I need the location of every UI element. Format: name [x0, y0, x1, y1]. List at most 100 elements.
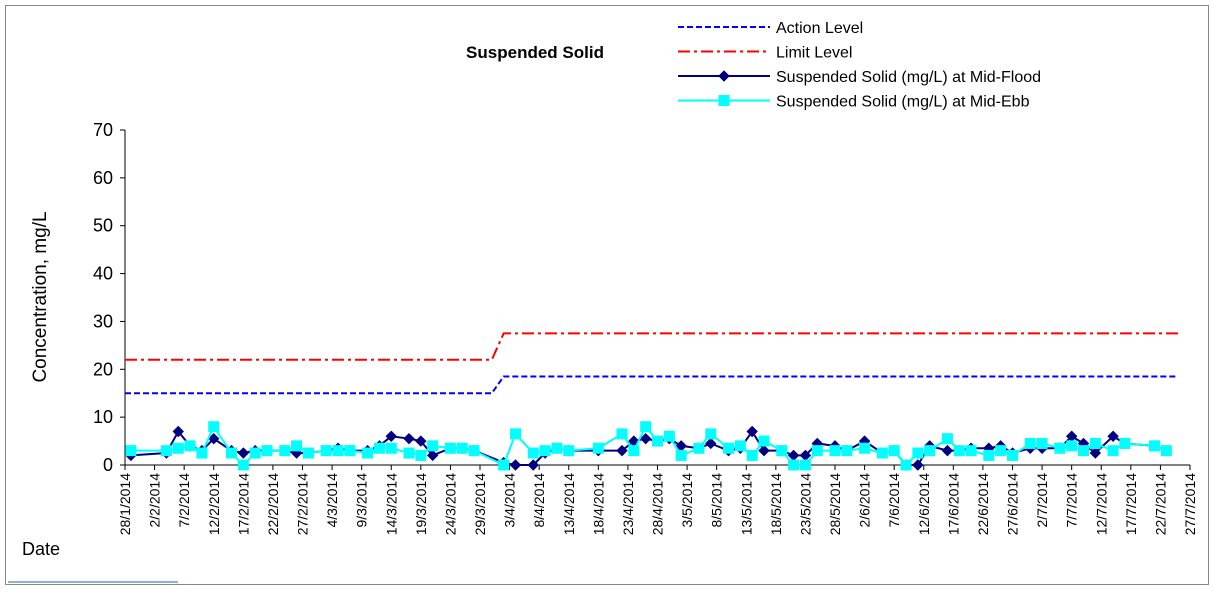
x-tick-label: 24/3/2014 — [442, 473, 458, 535]
diamond-marker — [527, 459, 539, 471]
square-marker — [1119, 437, 1131, 449]
square-marker — [332, 445, 344, 457]
x-tick-label: 28/5/2014 — [827, 473, 843, 535]
square-marker — [859, 442, 871, 454]
diamond-marker — [758, 444, 770, 457]
diamond-marker — [237, 447, 250, 459]
square-marker — [983, 449, 995, 461]
square-marker — [693, 442, 705, 454]
square-marker — [427, 440, 439, 452]
diamond-marker — [426, 449, 439, 462]
x-tick-label: 28/4/2014 — [650, 473, 666, 535]
square-marker — [675, 449, 687, 461]
square-marker — [941, 433, 953, 445]
x-tick-label: 27/6/2014 — [1005, 473, 1021, 535]
x-tick-label: 28/1/2014 — [117, 473, 133, 535]
square-marker — [527, 447, 539, 459]
x-tick-label: 7/2/2014 — [176, 473, 192, 528]
square-marker — [539, 445, 551, 457]
x-tick-label: 2/6/2014 — [857, 473, 873, 528]
square-marker — [758, 435, 770, 447]
x-tick-label: 23/4/2014 — [620, 473, 636, 535]
x-tick-label: 17/6/2014 — [945, 473, 961, 535]
diamond-marker — [385, 430, 397, 442]
square-marker — [468, 445, 480, 457]
square-marker — [261, 445, 273, 457]
y-tick-label: 0 — [103, 455, 113, 475]
x-tick-label: 22/6/2014 — [975, 473, 991, 535]
x-tick-label: 22/7/2014 — [1152, 473, 1168, 535]
square-marker — [788, 459, 800, 471]
x-tick-label: 19/3/2014 — [413, 473, 429, 535]
square-marker — [829, 445, 841, 457]
series-line — [125, 375, 1179, 395]
square-marker — [628, 445, 640, 457]
square-marker — [841, 445, 853, 457]
x-tick-label: 8/4/2014 — [531, 473, 547, 528]
x-tick-label: 27/7/2014 — [1182, 473, 1198, 535]
y-axis-label: Concentration, mg/L — [30, 211, 51, 382]
square-marker — [912, 447, 924, 459]
diamond-marker — [509, 459, 522, 471]
square-marker — [888, 445, 900, 457]
diamond-marker — [172, 425, 184, 438]
square-marker — [616, 428, 628, 440]
square-marker — [1149, 440, 1160, 452]
square-marker — [279, 445, 291, 457]
x-tick-label: 7/7/2014 — [1064, 473, 1080, 528]
legend-label: Suspended Solid (mg/L) at Mid-Ebb — [776, 94, 1030, 111]
square-marker — [1036, 437, 1048, 449]
x-tick-label: 8/5/2014 — [709, 473, 725, 528]
square-marker — [1107, 445, 1119, 457]
x-tick-label: 12/6/2014 — [916, 473, 932, 535]
square-marker — [196, 447, 208, 459]
square-marker — [924, 445, 936, 457]
x-tick-label: 18/5/2014 — [768, 473, 784, 535]
y-tick-label: 40 — [93, 264, 113, 284]
square-marker — [510, 428, 521, 440]
square-marker — [592, 442, 604, 454]
legend-label: Suspended Solid (mg/L) at Mid-Flood — [776, 69, 1041, 86]
square-marker — [1024, 437, 1036, 449]
square-marker — [995, 445, 1007, 457]
square-marker — [344, 445, 356, 457]
chart-border — [5, 5, 1209, 585]
chart-title: Suspended Solid — [466, 43, 604, 62]
diamond-marker — [912, 459, 924, 471]
y-tick-label: 30 — [93, 311, 113, 331]
diamond-marker — [616, 444, 628, 457]
square-marker — [1160, 445, 1172, 457]
square-marker — [291, 440, 303, 452]
square-marker — [362, 447, 374, 459]
diamond-marker — [415, 435, 427, 447]
x-tick-label: 2/7/2014 — [1034, 473, 1050, 528]
x-tick-label: 17/7/2014 — [1123, 473, 1139, 535]
square-marker — [799, 459, 811, 471]
x-tick-label: 2/2/2014 — [147, 473, 163, 528]
square-marker — [1054, 442, 1066, 454]
square-marker — [172, 442, 184, 454]
square-marker — [184, 440, 196, 452]
x-tick-label: 4/3/2014 — [324, 473, 340, 528]
square-marker — [734, 440, 746, 452]
diamond-marker — [746, 425, 758, 438]
x-tick-label: 3/4/2014 — [502, 473, 518, 528]
square-marker — [415, 449, 427, 461]
y-tick-label: 60 — [93, 168, 113, 188]
square-marker — [551, 442, 563, 454]
square-marker — [811, 445, 823, 457]
square-marker — [403, 447, 415, 459]
square-marker — [965, 445, 977, 457]
y-tick-label: 10 — [93, 407, 113, 427]
square-marker — [302, 447, 314, 459]
x-tick-label: 23/5/2014 — [797, 473, 813, 535]
x-axis-label: Date — [22, 539, 60, 559]
square-marker — [208, 421, 220, 433]
square-marker — [456, 442, 468, 454]
square-marker — [1007, 449, 1018, 461]
square-marker — [1066, 440, 1078, 452]
diamond-marker — [639, 432, 652, 445]
diamond-marker — [705, 437, 717, 450]
square-marker — [498, 459, 510, 471]
